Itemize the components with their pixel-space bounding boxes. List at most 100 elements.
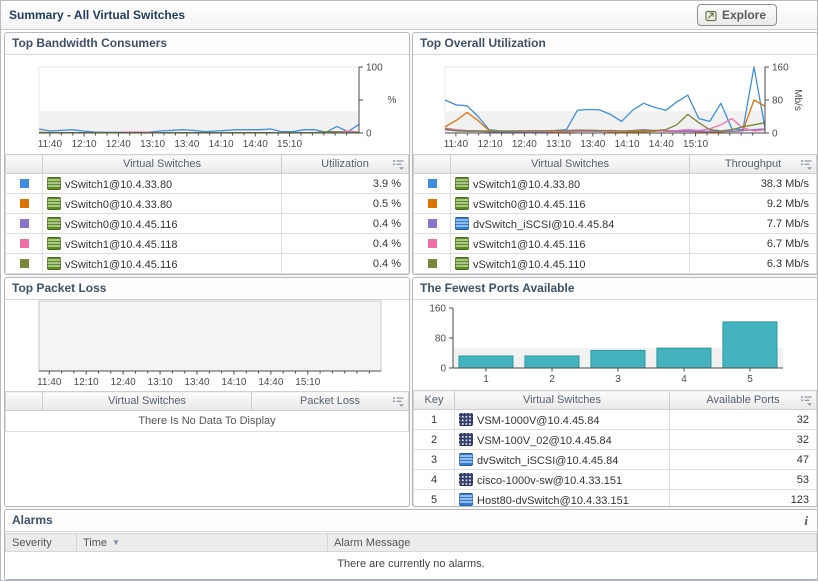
- alarm-message-column-header[interactable]: Alarm Message: [327, 533, 817, 552]
- series-color-swatch: [19, 198, 29, 208]
- table-row[interactable]: vSwitch1@10.4.45.118 0.4 %: [5, 233, 409, 254]
- info-icon[interactable]: i: [804, 513, 808, 528]
- table-row[interactable]: vSwitch1@10.4.33.80 3.9 %: [5, 173, 409, 194]
- packet-loss-table: Virtual Switches Packet Loss There Is No D…: [5, 391, 409, 432]
- panel-alarms: Alarms i Severity Time ▼ Alarm Message There…: [4, 509, 818, 580]
- table-header-row: Key Virtual Switches Available Ports: [413, 390, 817, 410]
- metric-value: 123: [669, 489, 817, 506]
- bar[interactable]: [722, 321, 778, 369]
- switch-name: dvSwitch_iSCSI@10.4.45.84: [473, 218, 615, 231]
- x-tick-label: 14:10: [209, 139, 234, 150]
- swatch-cell: [413, 233, 451, 254]
- table-row[interactable]: 2 VSM-100V_02@10.4.45.84 32: [413, 429, 817, 450]
- bar[interactable]: [524, 355, 580, 369]
- value-column-header[interactable]: Available Ports: [669, 390, 817, 410]
- y-axis-unit: %: [388, 95, 397, 106]
- x-tick-label: 12:40: [106, 139, 131, 150]
- alarms-table: Severity Time ▼ Alarm Message There are curr…: [5, 533, 817, 575]
- x-tick-label: 2: [549, 374, 555, 385]
- value-column-header[interactable]: Utilization: [281, 154, 409, 174]
- bar[interactable]: [590, 349, 646, 369]
- table-row[interactable]: vSwitch1@10.4.33.80 38.3 Mb/s: [413, 173, 817, 194]
- table-row[interactable]: 4 cisco-1000v-sw@10.4.33.151 53: [413, 469, 817, 490]
- value-column-label: Throughput: [724, 158, 782, 170]
- metric-value: 0.4 %: [281, 233, 409, 254]
- table-row[interactable]: vSwitch1@10.4.45.116 0.4 %: [5, 253, 409, 274]
- table-row[interactable]: vSwitch0@10.4.45.116 9.2 Mb/s: [413, 193, 817, 214]
- panel-title-text: Top Overall Utilization: [420, 36, 546, 50]
- no-data-row: There Is No Data To Display: [5, 410, 409, 432]
- y-tick-label: 100: [366, 63, 383, 74]
- x-tick-label: 14:40: [649, 139, 674, 150]
- panel-top-bandwidth-consumers: Top Bandwidth Consumers 11:40 12:10 12:40 1…: [4, 32, 410, 275]
- panel-title-packet-loss: Top Packet Loss: [5, 278, 409, 300]
- severity-column-header[interactable]: Severity: [5, 533, 77, 552]
- table-row[interactable]: 3 dvSwitch_iSCSI@10.4.45.84 47: [413, 449, 817, 470]
- panel-title-alarms: Alarms i: [5, 510, 817, 532]
- swatch-cell: [5, 233, 43, 254]
- series-color-swatch: [19, 238, 29, 248]
- ports-chart-svg: 0 80 160 1 2 3 4 5: [429, 304, 783, 385]
- x-tick-label: 4: [681, 374, 687, 385]
- x-tick-label: 15:10: [683, 139, 708, 150]
- dvswitch-icon: [455, 216, 469, 230]
- switch-name-cell: VSM-100V_02@10.4.45.84: [454, 429, 670, 450]
- table-row[interactable]: dvSwitch_iSCSI@10.4.45.84 7.7 Mb/s: [413, 213, 817, 234]
- vswitch-icon: [455, 236, 469, 250]
- virtual-switches-column-header[interactable]: Virtual Switches: [42, 154, 282, 174]
- value-column-header[interactable]: Packet Loss: [251, 391, 409, 411]
- value-column-label: Available Ports: [706, 394, 780, 406]
- metric-value: 9.2 Mb/s: [689, 193, 817, 214]
- value-column-header[interactable]: Throughput: [689, 154, 817, 174]
- cisco-icon: [459, 412, 473, 426]
- series-color-swatch: [19, 178, 29, 188]
- swatch-cell: [5, 253, 43, 274]
- key-column-header[interactable]: Key: [413, 390, 455, 410]
- table-row[interactable]: vSwitch0@10.4.33.80 0.5 %: [5, 193, 409, 214]
- swatch-cell: [413, 193, 451, 214]
- ports-bar-chart: 0 80 160 1 2 3 4 5: [413, 300, 817, 398]
- sort-desc-icon: ▼: [112, 537, 120, 547]
- series-color-swatch: [19, 258, 29, 268]
- x-tick-label: 13:10: [148, 377, 173, 388]
- x-tick-label: 13:40: [580, 139, 605, 150]
- explore-button[interactable]: Explore: [696, 4, 777, 26]
- table-row[interactable]: vSwitch1@10.4.45.116 6.7 Mb/s: [413, 233, 817, 254]
- table-row[interactable]: 1 VSM-1000V@10.4.45.84 32: [413, 409, 817, 430]
- column-menu-icon[interactable]: [392, 158, 405, 170]
- x-tick-label: 12:40: [512, 139, 537, 150]
- virtual-switches-column-header[interactable]: Virtual Switches: [454, 390, 670, 410]
- bar[interactable]: [458, 355, 514, 369]
- swatch-cell: [5, 213, 43, 234]
- vswitch-icon: [47, 236, 61, 250]
- y-tick-label: 160: [772, 63, 789, 74]
- x-tick-label: 13:10: [140, 139, 165, 150]
- swatch-cell: [413, 253, 451, 274]
- table-row[interactable]: vSwitch0@10.4.45.116 0.4 %: [5, 213, 409, 234]
- x-tick-label: 13:40: [184, 377, 209, 388]
- switch-name-cell: vSwitch1@10.4.33.80: [450, 173, 690, 194]
- time-column-header[interactable]: Time ▼: [76, 533, 328, 552]
- bandwidth-chart: 11:40 12:10 12:40 13:10 13:40 14:10 14:40 15:10…: [5, 55, 409, 154]
- color-column-header[interactable]: [413, 154, 451, 174]
- x-tick-label: 12:40: [111, 377, 136, 388]
- value-column-label: Packet Loss: [300, 395, 360, 407]
- color-column-header[interactable]: [5, 154, 43, 174]
- virtual-switches-column-header[interactable]: Virtual Switches: [42, 391, 252, 411]
- x-tick-label: 14:40: [243, 139, 268, 150]
- bar[interactable]: [656, 347, 712, 369]
- table-row[interactable]: 5 Host80-dvSwitch@10.4.33.151 123: [413, 489, 817, 506]
- x-tick-label: 15:10: [295, 377, 320, 388]
- table-row[interactable]: vSwitch1@10.4.45.110 6.3 Mb/s: [413, 253, 817, 274]
- y-tick-label: 0: [772, 129, 778, 140]
- color-column-header[interactable]: [5, 391, 43, 411]
- column-menu-icon[interactable]: [392, 395, 405, 407]
- column-menu-icon[interactable]: [800, 394, 813, 406]
- no-data-message: There Is No Data To Display: [5, 410, 409, 432]
- x-tick-label: 14:40: [258, 377, 283, 388]
- x-tick-label: 15:10: [277, 139, 302, 150]
- column-menu-icon[interactable]: [800, 158, 813, 170]
- metric-value: 47: [669, 449, 817, 470]
- virtual-switches-column-header[interactable]: Virtual Switches: [450, 154, 690, 174]
